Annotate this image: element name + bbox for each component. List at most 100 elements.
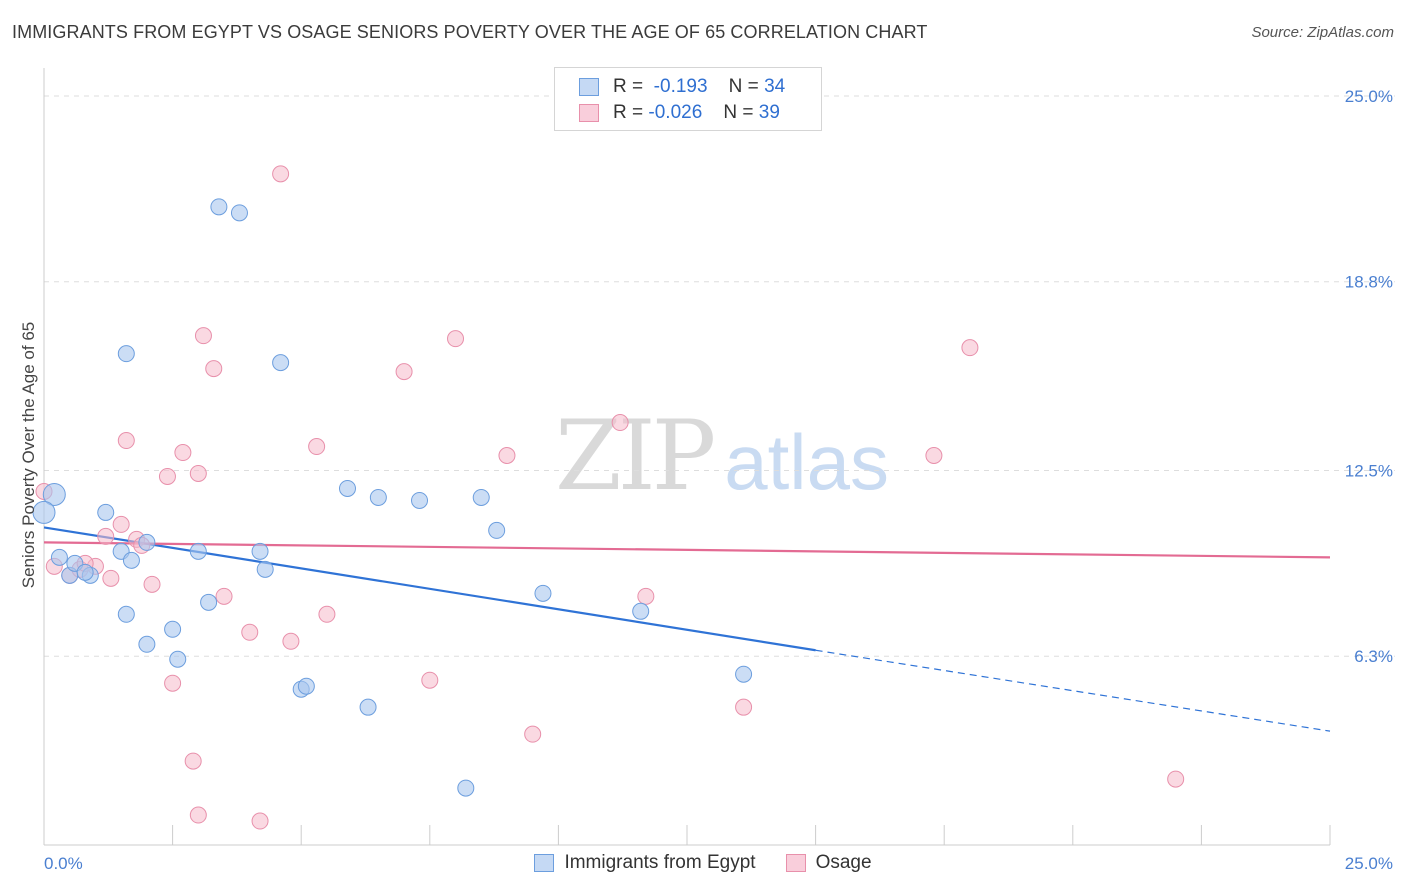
tick-labels: Seniors Poverty Over the Age of 65 6.3% 12… [19, 87, 1393, 873]
egypt-point [411, 491, 429, 509]
osage-point [282, 632, 300, 650]
osage-point [447, 330, 465, 348]
legend-label-osage: Osage [815, 852, 872, 873]
egypt-trend-extension [815, 649, 1331, 732]
y-tick-label: 18.8% [1345, 273, 1393, 292]
egypt-point [169, 650, 187, 668]
egypt-point [210, 198, 228, 216]
egypt-point [534, 584, 552, 602]
osage-point [189, 464, 207, 482]
osage-point [117, 432, 135, 450]
osage-point [189, 806, 207, 824]
osage-point [1167, 770, 1185, 788]
legend-r-value: -0.026 [648, 102, 703, 123]
egypt-point [632, 602, 650, 620]
osage-point [272, 165, 290, 183]
x-tick-label: 25.0% [1345, 854, 1393, 873]
egypt-point [200, 593, 218, 611]
egypt-point [138, 635, 156, 653]
osage-point [205, 360, 223, 378]
legend-item-egypt: Immigrants from Egypt [534, 852, 756, 874]
egypt-point [272, 354, 290, 372]
egypt-point [164, 620, 182, 638]
egypt-point [122, 551, 140, 569]
osage-point [961, 339, 979, 357]
legend-swatch-egypt [534, 854, 555, 872]
egypt-point [369, 488, 387, 506]
osage-point [308, 438, 326, 456]
osage-point [174, 444, 192, 462]
legend-swatch-osage [579, 104, 599, 122]
legend-swatch-egypt [579, 78, 599, 96]
osage-point [102, 569, 120, 587]
egypt-point [488, 521, 506, 539]
x-tick-label: 0.0% [44, 854, 83, 873]
watermark: ZIP atlas [555, 400, 889, 512]
y-tick-label: 25.0% [1345, 87, 1393, 106]
legend-n-label: N = [728, 76, 759, 97]
egypt-point [338, 479, 356, 497]
osage-point [735, 698, 753, 716]
egypt-point [32, 500, 56, 524]
osage-point [184, 752, 202, 770]
grid-lines [44, 95, 1395, 657]
osage-point [318, 605, 336, 623]
osage-point [395, 363, 413, 381]
egypt-point [230, 204, 248, 222]
series-legend: Immigrants from Egypt Osage [0, 852, 1406, 874]
osage-point [637, 587, 655, 605]
legend-n-value: 39 [758, 102, 780, 123]
correlation-legend: R = -0.193 N = 34 R = -0.026 N = 39 [554, 67, 822, 131]
egypt-point [42, 482, 66, 506]
osage-point [421, 671, 439, 689]
osage-point [97, 527, 115, 545]
osage-trend-line [43, 541, 1331, 559]
source-label: Source: ZipAtlas.com [1251, 24, 1394, 41]
legend-n-label: N = [723, 102, 754, 123]
osage-point [925, 447, 943, 465]
egypt-point [359, 698, 377, 716]
egypt-point [297, 677, 315, 695]
legend-r-value: -0.193 [653, 76, 708, 97]
egypt-point [251, 542, 269, 560]
axes [43, 68, 1331, 846]
trend-lines [43, 526, 1331, 732]
osage-point [524, 725, 542, 743]
y-tick-label: 12.5% [1345, 461, 1393, 480]
egypt-point [97, 503, 115, 521]
osage-point [498, 447, 516, 465]
egypt-point [76, 563, 94, 581]
egypt-point [472, 488, 490, 506]
osage-point [194, 327, 212, 345]
watermark-zip: ZIP [555, 400, 716, 512]
y-axis-title: Seniors Poverty Over the Age of 65 [19, 322, 38, 588]
osage-point [143, 575, 161, 593]
osage-point [215, 587, 233, 605]
osage-point [164, 674, 182, 692]
egypt-trend-line [43, 526, 816, 652]
egypt-point [117, 605, 135, 623]
legend-row-egypt: R = -0.193 N = 34 [579, 75, 785, 99]
osage-point [158, 467, 176, 485]
osage-point [112, 515, 130, 533]
egypt-point [256, 560, 274, 578]
egypt-point [735, 665, 753, 683]
osage-point [241, 623, 259, 641]
chart-title: IMMIGRANTS FROM EGYPT VS OSAGE SENIORS P… [12, 22, 928, 42]
egypt-point [117, 345, 135, 363]
egypt-point [457, 779, 475, 797]
legend-item-osage: Osage [785, 852, 872, 874]
legend-n-value: 34 [764, 76, 786, 97]
osage-point [251, 812, 269, 830]
legend-swatch-osage [785, 854, 806, 872]
osage-point [611, 414, 629, 432]
legend-r-label: R = [613, 102, 644, 123]
y-tick-label: 6.3% [1354, 647, 1393, 666]
watermark-atlas: atlas [724, 418, 889, 506]
legend-r-label: R = [613, 76, 644, 97]
egypt-point [50, 548, 68, 566]
egypt-point [138, 533, 156, 551]
data-points [32, 165, 1185, 830]
legend-row-osage: R = -0.026 N = 39 [579, 101, 780, 125]
